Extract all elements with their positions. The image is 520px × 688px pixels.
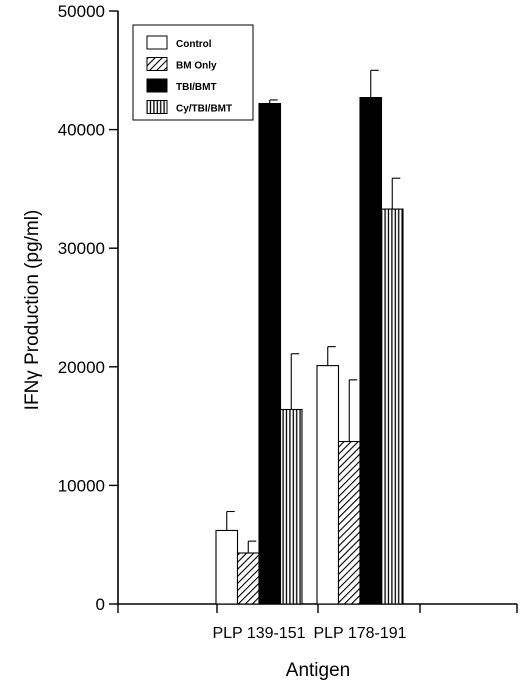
bar-bm-only-1 xyxy=(236,552,260,605)
bar-cy-tbi-bmt-2 xyxy=(380,208,404,605)
bar-control-2 xyxy=(316,365,340,605)
y-tick-label: 0 xyxy=(96,595,105,614)
bars xyxy=(215,97,404,605)
x-axis-title: Antigen xyxy=(286,660,350,681)
error-bar xyxy=(391,177,401,210)
legend-swatch-control xyxy=(146,35,168,50)
x-category-label: PLP 178-191 xyxy=(313,625,406,642)
legend-swatch-bm-only xyxy=(146,57,168,71)
y-tick-label: 10000 xyxy=(58,476,105,495)
error-bar xyxy=(290,353,300,410)
legend-swatch-cy-tbi-bmt xyxy=(146,100,168,114)
error-bar xyxy=(269,99,278,104)
error-bar xyxy=(327,346,336,366)
y-tick-label: 20000 xyxy=(58,358,105,377)
legend-label: Control xyxy=(176,39,212,50)
legend-label: TBI/BMT xyxy=(176,82,217,93)
legend: Control BM Only TBI/BMT Cy/TBI/BMT xyxy=(132,24,254,121)
bar-control-1 xyxy=(215,529,239,605)
error-bar xyxy=(226,510,235,531)
error-bar xyxy=(348,379,358,442)
x-category-label: PLP 139-151 xyxy=(212,625,305,642)
legend-label: Cy/TBI/BMT xyxy=(176,104,232,115)
error-bars xyxy=(226,69,401,554)
y-tick-label: 50000 xyxy=(58,2,105,21)
bar-tbi-bmt-1 xyxy=(258,102,282,605)
bar-bm-only-2 xyxy=(337,440,361,605)
axes: 0 10000 20000 30000 40000 50000 PLP 139-151 PLP… xyxy=(58,2,518,642)
y-axis-title: IFNγ Production (pg/ml) xyxy=(22,210,43,411)
legend-swatch-tbi-bmt xyxy=(146,78,168,93)
error-bar xyxy=(247,540,257,554)
y-tick-label: 40000 xyxy=(58,121,105,140)
legend-label: BM Only xyxy=(176,61,217,72)
y-tick-label: 30000 xyxy=(58,239,105,258)
bar-tbi-bmt-2 xyxy=(359,97,383,605)
bar-cy-tbi-bmt-1 xyxy=(279,408,303,605)
error-bar xyxy=(370,69,379,98)
